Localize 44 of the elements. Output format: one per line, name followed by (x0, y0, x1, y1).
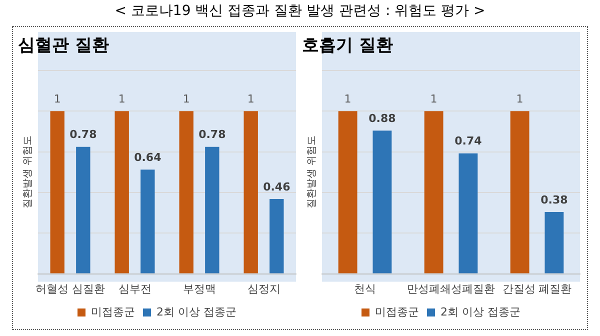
x-tick-label: 부정맥 (182, 282, 216, 296)
bar (76, 146, 90, 274)
x-tick-label: 만성폐쇄성폐질환 (407, 282, 495, 296)
data-label: 0.88 (368, 112, 396, 125)
bar (458, 153, 478, 274)
data-label: 0.74 (454, 134, 482, 148)
bar (424, 111, 444, 274)
x-tick-label: 심부전 (118, 282, 152, 296)
legend-label: 2회 이상 접종군 (156, 305, 237, 318)
bar (205, 146, 220, 274)
data-label: 0.64 (134, 151, 162, 164)
x-tick-label: 심정지 (247, 282, 280, 296)
text: < 코로나19 백신 접종과 질환 발생 관련성 : 위험도 평가 > (114, 2, 486, 20)
data-label: 0.38 (540, 193, 568, 206)
x-tick-label: 천식 (354, 282, 376, 296)
data-label: 0.78 (70, 128, 97, 142)
bar (50, 111, 64, 274)
data-label: 1 (344, 92, 352, 106)
x-tick-label: 허혈성 심질환 (36, 282, 105, 296)
x-tick-label: 간질성 폐질환 (502, 282, 572, 296)
data-label: 1 (430, 92, 438, 106)
bar (244, 111, 258, 274)
data-label: 0.78 (198, 128, 226, 142)
chart-title: 심혈관 질환 (18, 36, 109, 56)
bar (372, 130, 392, 274)
data-label: 0.46 (263, 180, 291, 194)
legend-label: 미접종군 (91, 305, 136, 318)
data-label: 1 (54, 92, 61, 106)
bar (510, 111, 530, 274)
bar (114, 111, 129, 274)
bar (270, 198, 284, 274)
chart-title: 호흡기 질환 (302, 36, 393, 56)
y-axis-title: 질환발생 위험도 (22, 136, 34, 209)
legend-label: 2회 이상 접종군 (440, 305, 521, 318)
data-label: 1 (182, 92, 190, 106)
bar (179, 111, 194, 274)
bar (338, 111, 358, 274)
legend-label: 미접종군 (375, 305, 420, 318)
bar (140, 170, 155, 274)
bar (544, 212, 564, 274)
data-label: 1 (118, 92, 126, 106)
data-label: 1 (516, 92, 524, 106)
y-axis-title: 질환발생 위험도 (306, 136, 318, 209)
data-label: 1 (247, 92, 254, 106)
